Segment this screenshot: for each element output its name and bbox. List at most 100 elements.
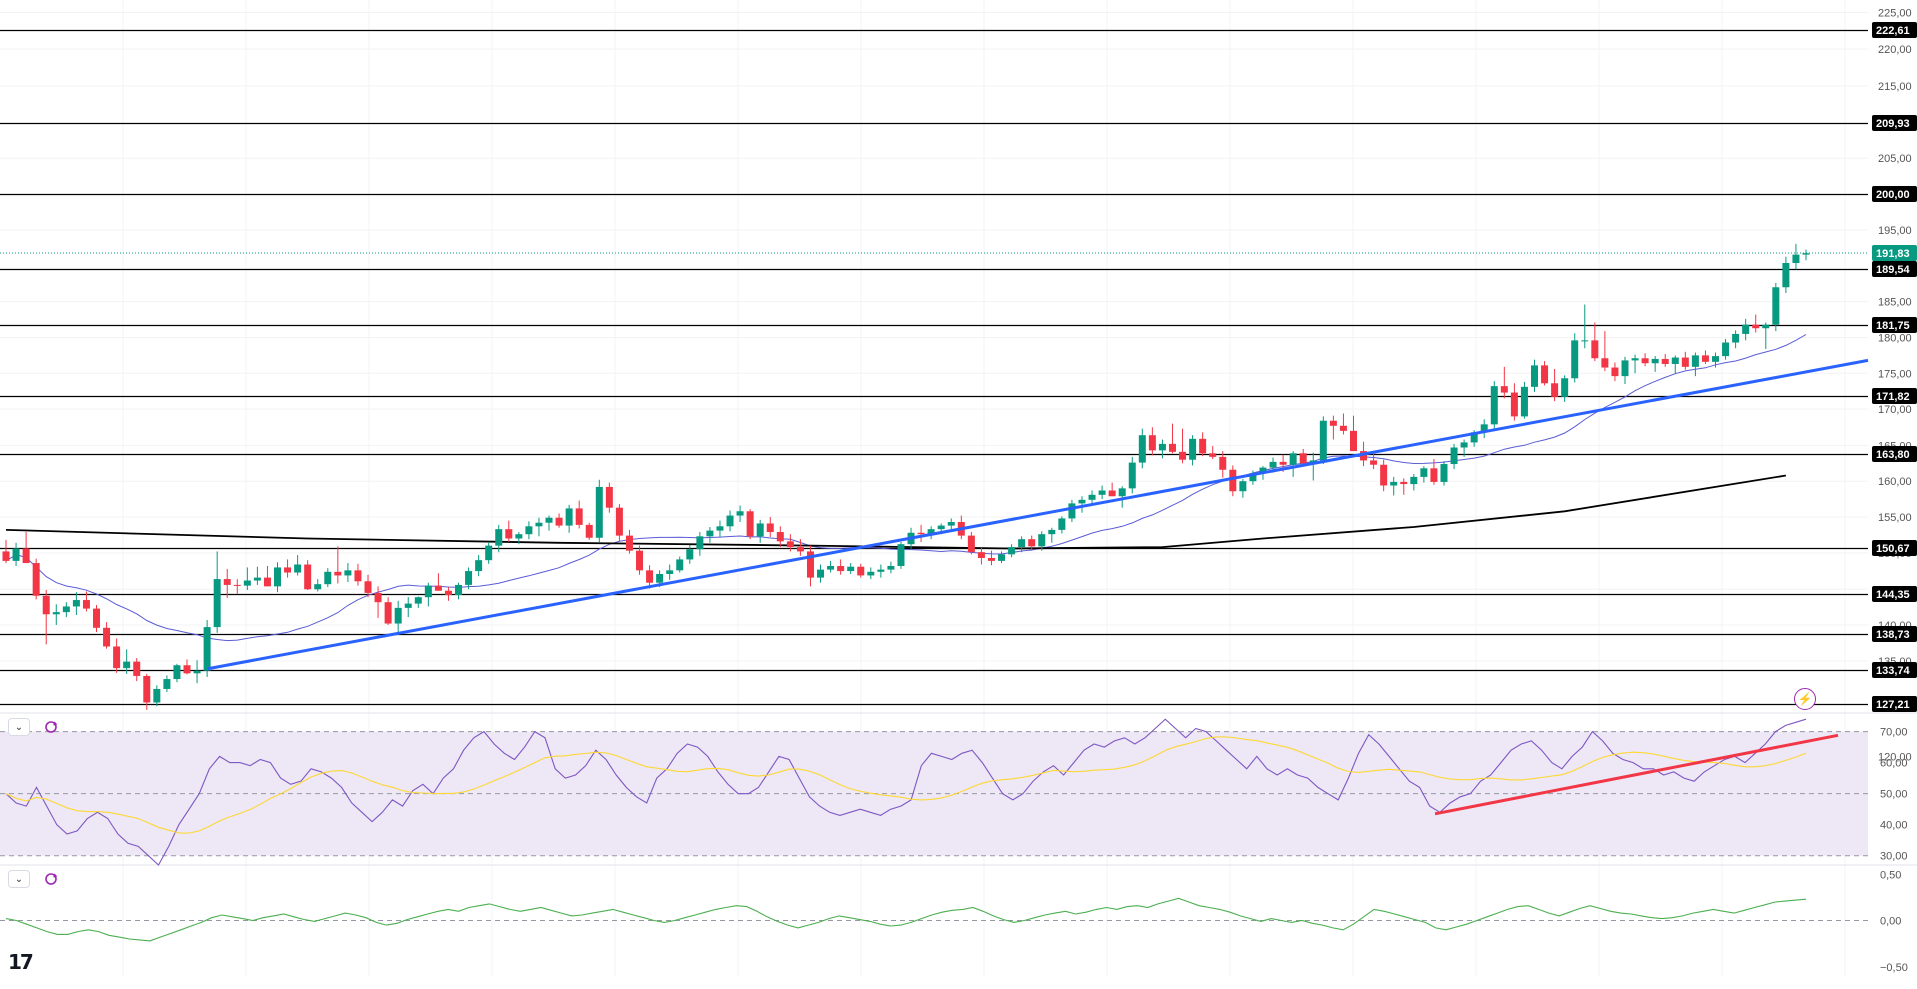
candle-body — [1289, 453, 1297, 465]
candle-body — [1520, 386, 1528, 417]
level-label-box — [1872, 540, 1917, 556]
price-trendline — [206, 358, 1869, 671]
level-label-text: 209,93 — [1876, 118, 1910, 130]
candle-body — [1209, 453, 1217, 457]
candle-body — [646, 570, 654, 583]
horizontal-levels — [0, 29, 1868, 706]
candle-body — [314, 584, 322, 590]
candle-body — [414, 597, 422, 604]
candle-body — [62, 606, 70, 613]
candle-body — [233, 584, 241, 586]
candle-body — [1158, 443, 1166, 451]
momentum-sync-button[interactable] — [42, 870, 60, 888]
candle-body — [917, 532, 925, 535]
candle-body — [354, 570, 362, 582]
candle-body — [42, 595, 50, 615]
candle-body — [82, 600, 90, 609]
level-label-text: 150,67 — [1876, 543, 1910, 555]
oscillator-sync-button[interactable] — [42, 718, 60, 736]
candle-body — [1430, 468, 1438, 482]
candle-body — [1400, 481, 1408, 485]
candle-body — [1792, 254, 1800, 263]
level-label-text: 138,73 — [1876, 629, 1910, 641]
candle-body — [455, 584, 463, 596]
oscillator-background — [0, 731, 1868, 857]
candle-body — [565, 508, 573, 526]
candle-body — [1279, 461, 1287, 465]
level-label-box — [1872, 388, 1917, 404]
candle-body — [1008, 547, 1016, 555]
candle-body — [967, 535, 975, 553]
candle-body — [384, 602, 392, 624]
candle-body — [595, 486, 603, 538]
candle-body — [1058, 518, 1066, 530]
candle-body — [394, 607, 402, 624]
candle-body — [716, 526, 724, 531]
candle-body — [424, 585, 432, 598]
candle-body — [1118, 488, 1126, 497]
candle-body — [806, 551, 814, 578]
candle-body — [686, 549, 694, 560]
price-tick-label: 225,00 — [1878, 8, 1912, 20]
candle-body — [796, 547, 804, 552]
oscillator-tick-label: 40,00 — [1880, 820, 1908, 832]
candle-body — [173, 665, 181, 680]
candle-body — [1631, 358, 1639, 361]
momentum-tick-label: 0,50 — [1880, 869, 1901, 881]
candle-body — [1148, 435, 1156, 451]
candle-body — [113, 646, 121, 669]
candle-body — [1681, 357, 1689, 367]
candle-body — [827, 565, 835, 570]
candle-body — [525, 526, 533, 535]
candle-body — [696, 536, 704, 550]
candle-body — [505, 529, 513, 539]
level-label-text: 144,35 — [1876, 589, 1910, 601]
oscillator-tick-label: 50,00 — [1880, 789, 1908, 801]
candle-body — [1500, 386, 1508, 393]
candle-body — [515, 534, 523, 539]
level-label-text: 127,21 — [1876, 699, 1910, 711]
candle-body — [1490, 386, 1498, 425]
chevron-down-icon: ⌄ — [14, 721, 24, 733]
candle-body — [1772, 287, 1780, 325]
price-tick-label: 185,00 — [1878, 297, 1912, 309]
collapse-oscillator-button[interactable]: ⌄ — [8, 718, 30, 736]
moving-averages — [5, 334, 1807, 642]
trendlines — [206, 358, 1869, 671]
oscillator-band — [0, 731, 1868, 856]
candle-body — [1349, 430, 1357, 452]
candle-body — [1189, 438, 1197, 460]
candle-body — [605, 486, 613, 508]
candle-body — [1752, 324, 1760, 329]
candle-body — [726, 515, 734, 527]
candle-body — [22, 548, 30, 564]
candle-body — [1239, 481, 1247, 492]
candle-body — [404, 603, 412, 608]
candle-body — [1561, 378, 1569, 397]
candle-body — [656, 573, 664, 583]
candle-body — [1440, 464, 1448, 482]
candle-body — [877, 569, 885, 572]
candle-body — [1028, 539, 1036, 547]
level-label-box — [1872, 696, 1917, 712]
collapse-momentum-button[interactable]: ⌄ — [8, 870, 30, 888]
candle-body — [1541, 365, 1549, 384]
candle-body — [1018, 539, 1026, 548]
candle-body — [2, 551, 10, 561]
level-label-text: 163,80 — [1876, 449, 1910, 461]
oscillator-signal-line — [5, 736, 1807, 834]
candle-body — [193, 670, 201, 674]
price-tick-label: 220,00 — [1878, 44, 1912, 56]
candle-body — [1128, 462, 1136, 489]
candle-body — [837, 565, 845, 572]
candle-body — [1269, 461, 1277, 468]
candle-body — [223, 579, 231, 585]
candle-body — [1581, 340, 1589, 342]
candle-body — [263, 577, 271, 587]
level-label-text: 200,00 — [1876, 189, 1910, 201]
sync-icon — [45, 873, 58, 885]
lightning-icon[interactable]: ⚡ — [1794, 688, 1816, 710]
candles — [2, 243, 1810, 710]
